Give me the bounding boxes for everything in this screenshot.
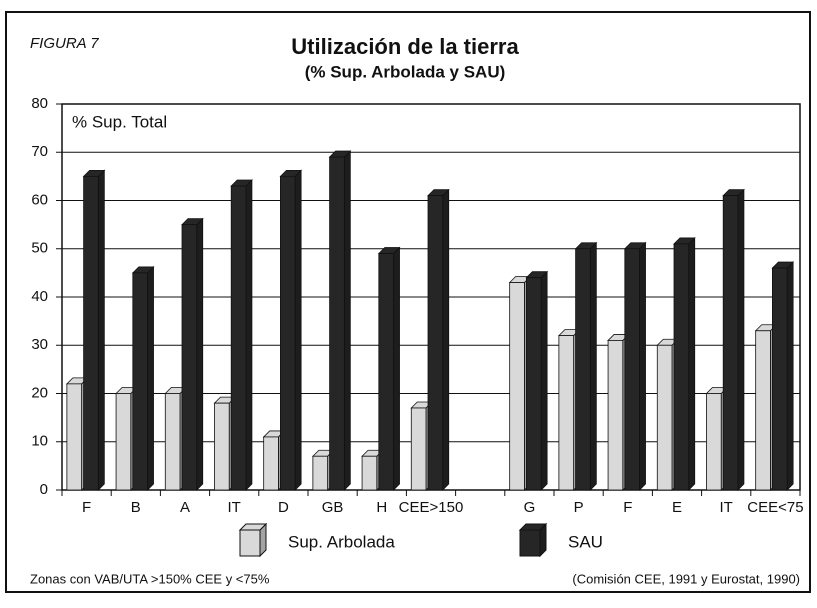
x-tick-label: GB bbox=[322, 499, 344, 516]
bar-side bbox=[639, 241, 646, 491]
y-tick-label: 50 bbox=[31, 240, 48, 257]
bar bbox=[772, 267, 788, 491]
bar bbox=[312, 455, 329, 491]
x-tick-label: IT bbox=[228, 499, 241, 516]
x-tick-label: G bbox=[524, 499, 536, 516]
y-tick-label: 10 bbox=[31, 433, 48, 450]
bar bbox=[706, 393, 722, 491]
y-tick-label: 40 bbox=[31, 288, 48, 305]
y-axis-label: % Sup. Total bbox=[72, 112, 167, 131]
bar-side bbox=[294, 169, 302, 491]
bar-side bbox=[737, 188, 745, 491]
y-tick-label: 60 bbox=[31, 191, 48, 208]
bar bbox=[755, 330, 771, 491]
bar bbox=[279, 175, 296, 491]
bar bbox=[214, 402, 230, 491]
bar-side bbox=[147, 265, 154, 491]
bar-side bbox=[245, 179, 253, 491]
chart-title: Utilización de la tierra bbox=[291, 34, 519, 59]
legend-swatch bbox=[239, 529, 261, 557]
bar bbox=[361, 455, 378, 491]
x-tick-label: B bbox=[131, 499, 141, 516]
bar bbox=[181, 224, 198, 491]
bar-side bbox=[97, 169, 105, 491]
x-tick-label: IT bbox=[720, 499, 733, 516]
source: (Comisión CEE, 1991 y Eurostat, 1990) bbox=[572, 571, 800, 586]
y-tick-label: 20 bbox=[31, 384, 48, 401]
bar bbox=[656, 344, 673, 491]
bar-side bbox=[442, 188, 450, 491]
bar-side bbox=[196, 217, 204, 491]
bar bbox=[230, 185, 247, 491]
y-tick-label: 80 bbox=[31, 95, 48, 112]
bar bbox=[410, 407, 427, 491]
bar bbox=[558, 335, 575, 491]
y-tick-label: 30 bbox=[31, 336, 48, 353]
bar bbox=[722, 195, 739, 491]
bar bbox=[83, 175, 99, 491]
y-tick-label: 0 bbox=[40, 481, 48, 498]
bar bbox=[329, 156, 345, 491]
bar bbox=[263, 436, 279, 491]
bar-side bbox=[343, 150, 351, 491]
bar bbox=[66, 383, 83, 491]
bar bbox=[378, 253, 394, 491]
x-tick-label: E bbox=[672, 499, 682, 516]
x-tick-label: H bbox=[376, 499, 387, 516]
bar-side bbox=[786, 261, 794, 491]
bar-side bbox=[540, 270, 548, 491]
legend-label: Sup. Arbolada bbox=[288, 532, 395, 551]
bar bbox=[509, 282, 525, 491]
x-tick-label: A bbox=[180, 499, 190, 516]
bar bbox=[427, 195, 444, 491]
chart-subtitle: (% Sup. Arbolada y SAU) bbox=[305, 62, 506, 81]
x-tick-label: F bbox=[623, 499, 632, 516]
figure-label: FIGURA 7 bbox=[30, 35, 99, 52]
x-tick-label: P bbox=[574, 499, 584, 516]
bar-side bbox=[393, 246, 400, 491]
bar bbox=[132, 272, 148, 491]
bar bbox=[673, 243, 690, 491]
bar-side bbox=[589, 241, 597, 491]
bar bbox=[164, 393, 181, 491]
bar bbox=[624, 248, 640, 491]
x-tick-label: CEE<75 bbox=[747, 499, 803, 516]
x-tick-label: F bbox=[82, 499, 91, 516]
bar bbox=[115, 393, 132, 491]
bar bbox=[575, 248, 591, 491]
frame bbox=[5, 11, 811, 593]
legend-label: SAU bbox=[568, 532, 603, 551]
bar bbox=[526, 277, 542, 491]
footnote: Zonas con VAB/UTA >150% CEE y <75% bbox=[30, 571, 270, 586]
bar bbox=[607, 340, 624, 491]
x-tick-label: D bbox=[278, 499, 289, 516]
y-tick-label: 70 bbox=[31, 143, 48, 160]
legend-swatch bbox=[519, 529, 541, 557]
bar-side bbox=[688, 236, 696, 491]
x-tick-label: CEE>150 bbox=[399, 499, 464, 516]
